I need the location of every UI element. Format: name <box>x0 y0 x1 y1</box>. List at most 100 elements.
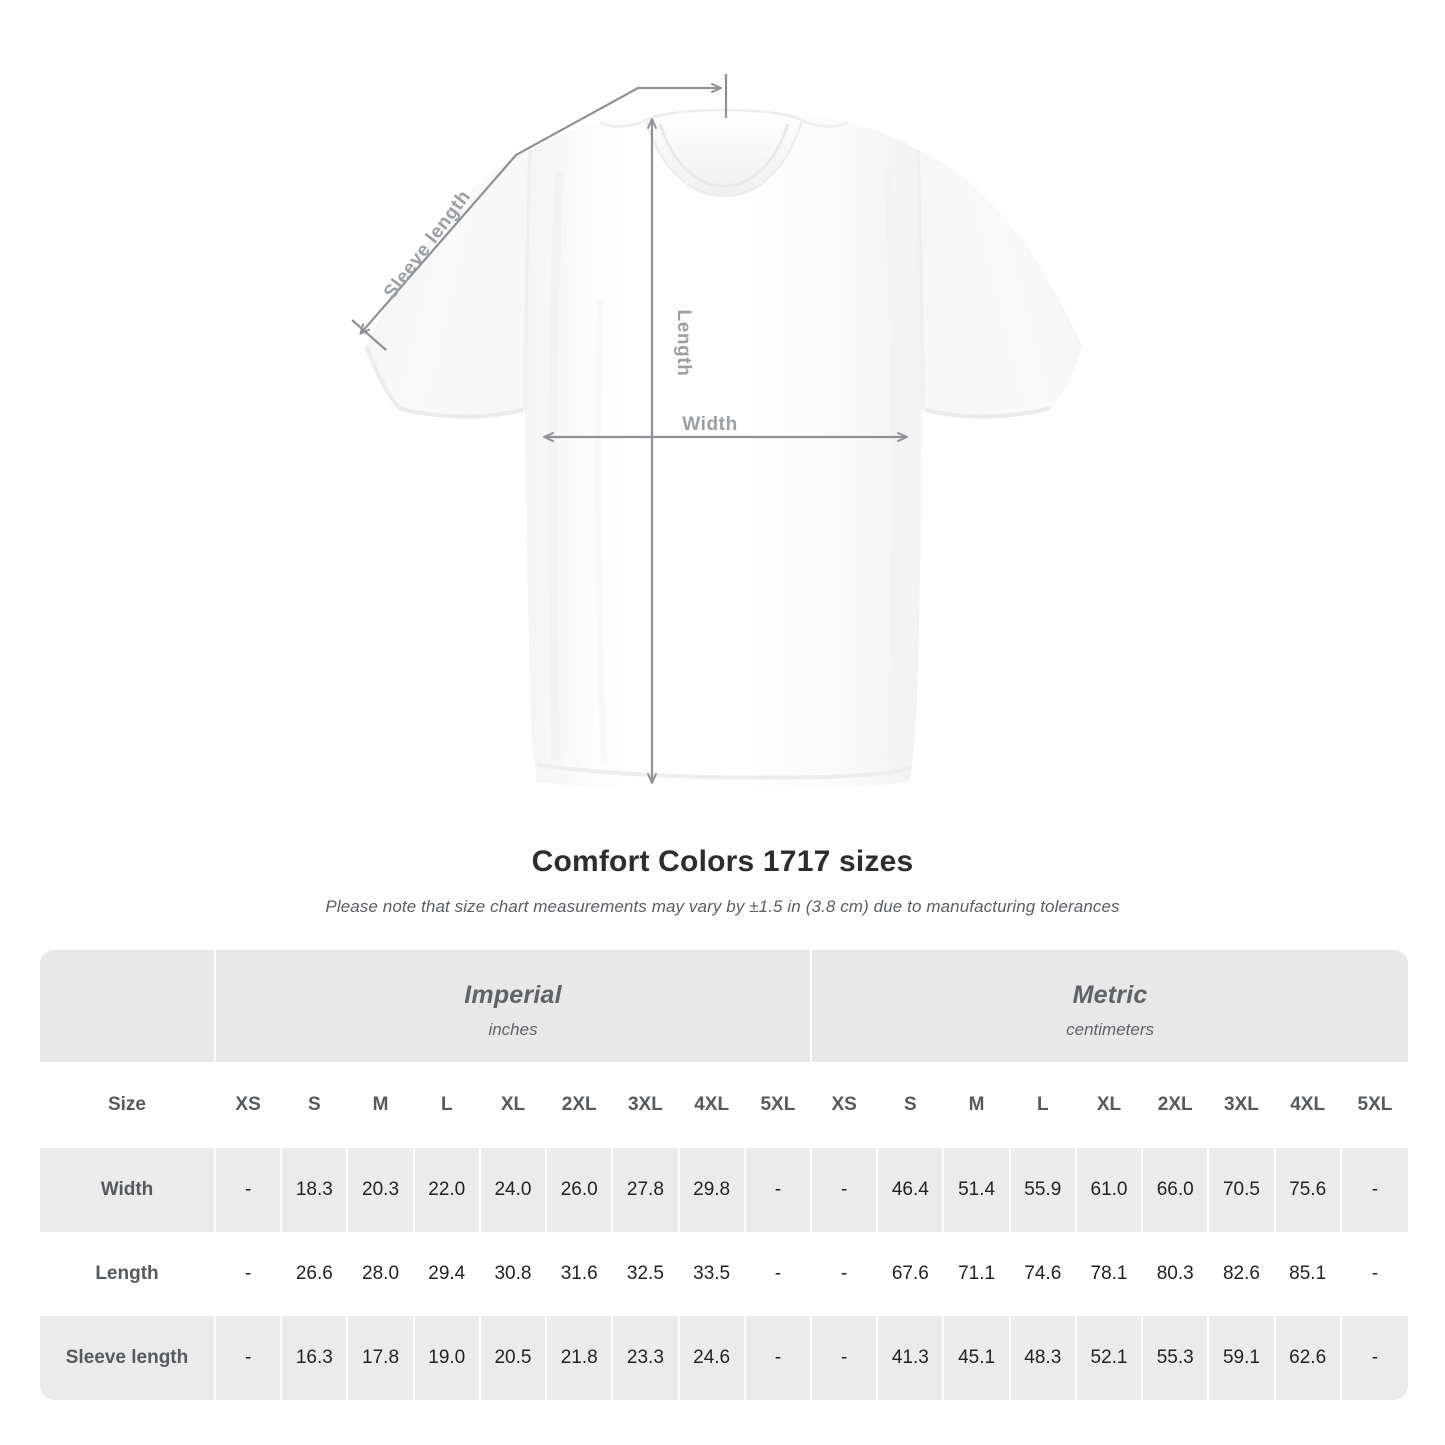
size-header-cell: S <box>878 1062 945 1148</box>
measurement-cell: 51.4 <box>944 1148 1011 1232</box>
measurement-cell: 22.0 <box>414 1148 481 1232</box>
measurement-cell: 20.3 <box>348 1148 415 1232</box>
tshirt-right-armhole-seam <box>916 149 925 411</box>
tshirt-bottom-hem <box>536 763 912 780</box>
row-label: Sleeve length <box>40 1316 216 1400</box>
measurement-cell: - <box>812 1316 879 1400</box>
measurement-cell: 55.3 <box>1143 1316 1210 1400</box>
measurement-cell: 66.0 <box>1143 1148 1210 1232</box>
measurement-cell: 61.0 <box>1076 1148 1144 1232</box>
width-label: Width <box>682 414 738 435</box>
measurement-cell: 27.8 <box>613 1148 680 1232</box>
measurement-cell: 75.6 <box>1275 1148 1342 1232</box>
unit-sublabel: inches <box>488 1019 538 1039</box>
size-header-cell: 5XL <box>745 1062 813 1148</box>
measurement-cell: 67.6 <box>878 1232 945 1316</box>
row-label: Length <box>40 1232 216 1316</box>
size-header-cell: 2XL <box>547 1062 614 1148</box>
measurement-cell: - <box>216 1148 283 1232</box>
measurement-cell: 78.1 <box>1076 1232 1144 1316</box>
unit-header-imperial: Imperial inches <box>216 950 813 1062</box>
unit-header-metric: Metric centimeters <box>812 950 1409 1062</box>
measurement-cell: - <box>1341 1316 1409 1400</box>
measurement-cell: 24.0 <box>480 1148 548 1232</box>
measurement-cell: - <box>1341 1148 1409 1232</box>
measurement-cell: - <box>745 1316 813 1400</box>
measurement-cell: 26.6 <box>282 1232 349 1316</box>
measurement-cell: 29.8 <box>679 1148 746 1232</box>
measurement-cell: 23.3 <box>613 1316 680 1400</box>
measurement-cell: 17.8 <box>348 1316 415 1400</box>
size-header-cell: XS <box>812 1062 879 1148</box>
measurement-cell: 28.0 <box>348 1232 415 1316</box>
unit-name: Imperial <box>464 980 562 1009</box>
size-header-cell: XL <box>1076 1062 1144 1148</box>
size-header-cell: 3XL <box>613 1062 680 1148</box>
measurement-cell: 18.3 <box>282 1148 349 1232</box>
measurement-cell: - <box>812 1232 879 1316</box>
page-title: Comfort Colors 1717 sizes <box>531 845 914 878</box>
measurement-cell: 21.8 <box>547 1316 614 1400</box>
measurement-cell: 33.5 <box>679 1232 746 1316</box>
measurement-cell: 45.1 <box>944 1316 1011 1400</box>
width-dimension: Width <box>543 414 908 442</box>
measurement-cell: 29.4 <box>414 1232 481 1316</box>
measurement-cell: - <box>216 1232 283 1316</box>
tshirt-illustration <box>364 108 1082 793</box>
size-header-cell: 4XL <box>1275 1062 1342 1148</box>
measurement-cell: 24.6 <box>679 1316 746 1400</box>
measurement-cell: - <box>1341 1232 1409 1316</box>
measurement-cell: 59.1 <box>1209 1316 1276 1400</box>
measurement-cell: 30.8 <box>480 1232 548 1316</box>
sleeve-length-bottom-tick <box>351 319 387 351</box>
size-header-cell: L <box>414 1062 481 1148</box>
length-dimension: Length <box>647 118 694 784</box>
unit-header-row: Imperial inches Metric centimeters <box>40 950 1409 1062</box>
measurement-cell: 19.0 <box>414 1316 481 1400</box>
unit-sublabel: centimeters <box>1066 1019 1155 1039</box>
tshirt-right-sleeve-cuff <box>924 406 1052 419</box>
size-header-cell: M <box>348 1062 415 1148</box>
tshirt-measurement-diagram: Sleeve length Length Width <box>351 74 1082 793</box>
length-label: Length <box>673 310 694 377</box>
measurement-cell: 26.0 <box>547 1148 614 1232</box>
tshirt-body <box>525 113 922 793</box>
tshirt-left-sleeve-cuff <box>396 406 524 419</box>
size-header-cell: S <box>282 1062 349 1148</box>
measurement-cell: 32.5 <box>613 1232 680 1316</box>
size-header-cell: 2XL <box>1143 1062 1210 1148</box>
unit-name: Metric <box>1072 980 1148 1009</box>
table-row: Width -18.3 20.3 22.0 24.0 26.0 27.8 29.8- -46.4… <box>40 1148 1409 1232</box>
measurement-cell: 70.5 <box>1209 1148 1276 1232</box>
size-header-cell: XS <box>216 1062 283 1148</box>
size-header-cell: L <box>1010 1062 1077 1148</box>
measurement-cell: 74.6 <box>1010 1232 1077 1316</box>
measurement-cell: 31.6 <box>547 1232 614 1316</box>
size-header-cell: M <box>944 1062 1011 1148</box>
measurement-cell: - <box>745 1232 813 1316</box>
measurement-cell: - <box>812 1148 879 1232</box>
table-row: Sleeve length -16.3 17.8 19.0 20.5 21.8 23.3 24… <box>40 1316 1409 1400</box>
measurement-cell: 62.6 <box>1275 1316 1342 1400</box>
measurement-cell: 52.1 <box>1076 1316 1144 1400</box>
row-label: Width <box>40 1148 216 1232</box>
tolerance-note: Please note that size chart measurements… <box>325 897 1120 916</box>
measurement-cell: - <box>216 1316 283 1400</box>
sleeve-length-arrow <box>359 83 722 335</box>
size-header-label: Size <box>40 1062 216 1148</box>
size-chart-table: Imperial inches Metric centimeters Size XS S M L… <box>40 950 1409 1400</box>
size-header-cell: 5XL <box>1341 1062 1409 1148</box>
measurement-cell: 46.4 <box>878 1148 945 1232</box>
measurement-cell: 48.3 <box>1010 1316 1077 1400</box>
size-table-container: Imperial inches Metric centimeters Size XS S M L… <box>40 950 1409 1400</box>
measurement-cell: 20.5 <box>480 1316 548 1400</box>
size-header-cell: 4XL <box>679 1062 746 1148</box>
measurement-cell: 16.3 <box>282 1316 349 1400</box>
title-block: Comfort Colors 1717 sizes Please note th… <box>0 845 1445 917</box>
measurement-cell: 41.3 <box>878 1316 945 1400</box>
measurement-cell: 82.6 <box>1209 1232 1276 1316</box>
measurement-cell: 55.9 <box>1010 1148 1077 1232</box>
size-header-cell: 3XL <box>1209 1062 1276 1148</box>
measurement-cell: 80.3 <box>1143 1232 1210 1316</box>
